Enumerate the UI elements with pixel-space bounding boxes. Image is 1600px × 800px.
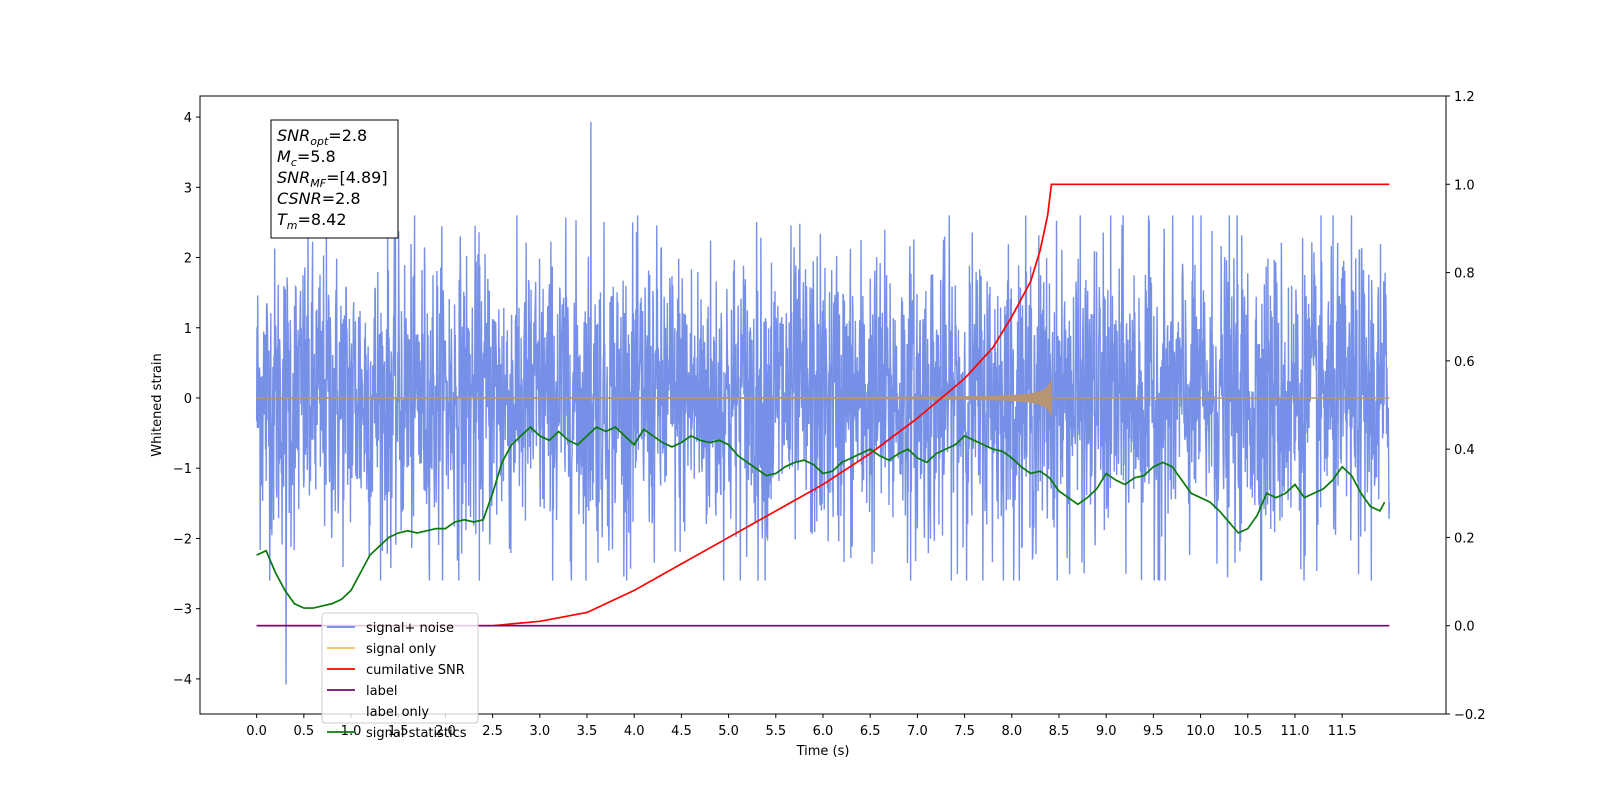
x-tick-label: 4.5 (671, 724, 692, 739)
info-symbol: SNR (277, 168, 310, 187)
y-tick-label: 1 (184, 322, 192, 337)
info-value: =8.42 (298, 210, 347, 229)
y-tick-label: 3 (184, 181, 192, 196)
info-subscript: c (291, 156, 297, 169)
parameter-info-box: SNRopt=2.8Mc=5.8SNRMF=[4.89]CSNR=2.8Tm=8… (270, 119, 399, 239)
x-tick-label: 8.0 (1001, 724, 1022, 739)
info-symbol: SNR (277, 126, 310, 145)
y2-tick-label: 0.6 (1454, 355, 1475, 370)
info-box-line: Mc=5.8 (277, 147, 336, 169)
x-tick-label: 11.0 (1280, 724, 1309, 739)
series-line-cumilative-snr (256, 183, 1390, 627)
x-tick-label: 5.0 (718, 724, 739, 739)
info-value: =5.8 (297, 147, 336, 166)
y-axis-label: Whitened strain (150, 353, 165, 456)
x-tick-label: 6.0 (813, 724, 834, 739)
info-box-line: Tm=8.42 (277, 210, 347, 232)
x-tick-label: 7.0 (907, 724, 928, 739)
info-subscript: opt (310, 135, 329, 148)
y-axis-right: −0.2 0.0 0.2 0.4 0.6 0.8 1.0 1.2 (1446, 90, 1486, 723)
y2-tick-label: −0.2 (1454, 708, 1486, 723)
x-tick-label: 11.5 (1328, 724, 1357, 739)
y-tick-label: −1 (173, 462, 192, 477)
x-tick-label: 10.5 (1233, 724, 1262, 739)
x-tick-label: 8.5 (1049, 724, 1070, 739)
info-subscript: m (287, 219, 298, 232)
y-tick-label: 0 (184, 392, 192, 407)
info-subscript: MF (310, 177, 326, 190)
y-tick-label: 2 (184, 252, 192, 267)
y-tick-label: −4 (173, 673, 192, 688)
x-axis-label: Time (s) (796, 744, 850, 759)
y-axis-left: −4 −3 −2 −1 0 1 2 3 4 (173, 111, 200, 688)
y2-tick-label: 0.4 (1454, 443, 1475, 458)
y2-tick-label: 0.8 (1454, 267, 1475, 282)
legend-label-signal-only: signal only (366, 642, 436, 657)
y2-tick-label: 1.0 (1454, 178, 1475, 193)
legend-frame (321, 612, 479, 724)
x-tick-label: 3.5 (577, 724, 598, 739)
series-line-signal-plus-noise (255, 121, 1391, 685)
x-tick-label: 5.5 (765, 724, 786, 739)
x-tick-label: 10.0 (1186, 724, 1215, 739)
x-axis: 0.0 0.5 1.0 1.5 2.0 2.5 3.0 3.5 4.0 4.5 5.0 5.5 6.0 6… (246, 714, 1357, 739)
info-symbol: CSNR (277, 189, 322, 208)
y-tick-label: −2 (173, 532, 192, 547)
info-box-line: SNRMF=[4.89] (277, 168, 388, 190)
x-tick-label: 3.0 (529, 724, 550, 739)
x-tick-label: 9.0 (1096, 724, 1117, 739)
y-tick-label: 4 (184, 111, 192, 126)
y2-tick-label: 0.2 (1454, 531, 1475, 546)
x-tick-label: 0.5 (293, 724, 314, 739)
legend: signal+ noise signal only cumilative SNR la… (321, 612, 479, 741)
series-line-signal-statistics (256, 425, 1386, 609)
y2-tick-label: 0.0 (1454, 620, 1475, 635)
info-box-line: SNRopt=2.8 (277, 126, 367, 148)
y2-tick-label: 1.2 (1454, 90, 1475, 105)
x-tick-label: 0.0 (246, 724, 267, 739)
plot-area (255, 121, 1391, 685)
y-tick-label: −3 (173, 603, 192, 618)
info-symbol: T (277, 210, 288, 229)
legend-label-label: label (366, 684, 397, 699)
x-tick-label: 6.5 (860, 724, 881, 739)
x-tick-label: 2.5 (482, 724, 503, 739)
legend-label-signal-noise: signal+ noise (366, 621, 454, 636)
info-value: =[4.89] (326, 168, 388, 187)
x-tick-label: 9.5 (1143, 724, 1164, 739)
info-box-line: CSNR=2.8 (277, 189, 361, 208)
legend-label-label-only: label only (366, 705, 429, 720)
x-tick-label: 1.5 (388, 724, 409, 739)
legend-label-cumilative-snr: cumilative SNR (366, 663, 465, 678)
info-box-frame (270, 119, 399, 239)
x-tick-label: 4.0 (624, 724, 645, 739)
x-tick-label: 2.0 (435, 724, 456, 739)
info-symbol: M (277, 147, 291, 166)
info-value: =2.8 (328, 126, 367, 145)
x-tick-label: 7.5 (954, 724, 975, 739)
info-value: =2.8 (322, 189, 361, 208)
legend-label-signal-statistics: signal statistics (366, 726, 467, 741)
